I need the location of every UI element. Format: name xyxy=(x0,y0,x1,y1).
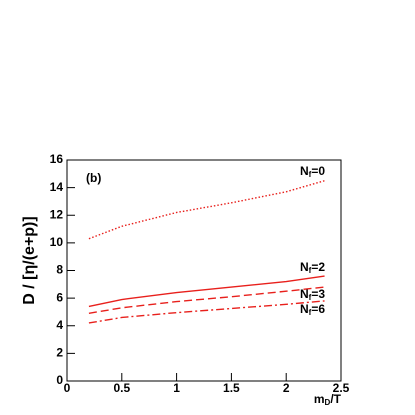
y-tick-label: 0 xyxy=(56,373,63,387)
legend-label: Nf=3 xyxy=(300,287,325,302)
annotation: (b) xyxy=(86,171,101,185)
x-tick-label: 0.5 xyxy=(113,381,130,395)
y-axis-label: D / [η/(e+p)] xyxy=(21,216,38,304)
x-axis-label: mD/T xyxy=(314,392,342,407)
y-tick-label: 2 xyxy=(56,346,63,360)
line-series xyxy=(88,300,325,324)
y-tick-label: 10 xyxy=(50,235,64,249)
y-tick-label: 12 xyxy=(50,207,64,221)
x-tick-label: 1 xyxy=(173,381,180,395)
legend-label: Nf=6 xyxy=(300,302,325,317)
y-tick-label: 6 xyxy=(56,290,63,304)
y-tick-label: 4 xyxy=(56,318,63,332)
line-series xyxy=(88,275,325,308)
x-tick-label: 0 xyxy=(64,381,71,395)
line-series xyxy=(88,286,325,315)
y-tick-label: 8 xyxy=(56,263,63,277)
legend-label: Nf=2 xyxy=(300,260,325,275)
line-series xyxy=(88,180,325,240)
y-tick-label: 16 xyxy=(50,152,64,166)
x-tick-label: 2.5 xyxy=(333,381,350,395)
y-tick-label: 14 xyxy=(50,180,64,194)
legend-label: Nf=0 xyxy=(300,164,325,179)
x-tick-label: 1.5 xyxy=(223,381,240,395)
x-tick-label: 2 xyxy=(283,381,290,395)
